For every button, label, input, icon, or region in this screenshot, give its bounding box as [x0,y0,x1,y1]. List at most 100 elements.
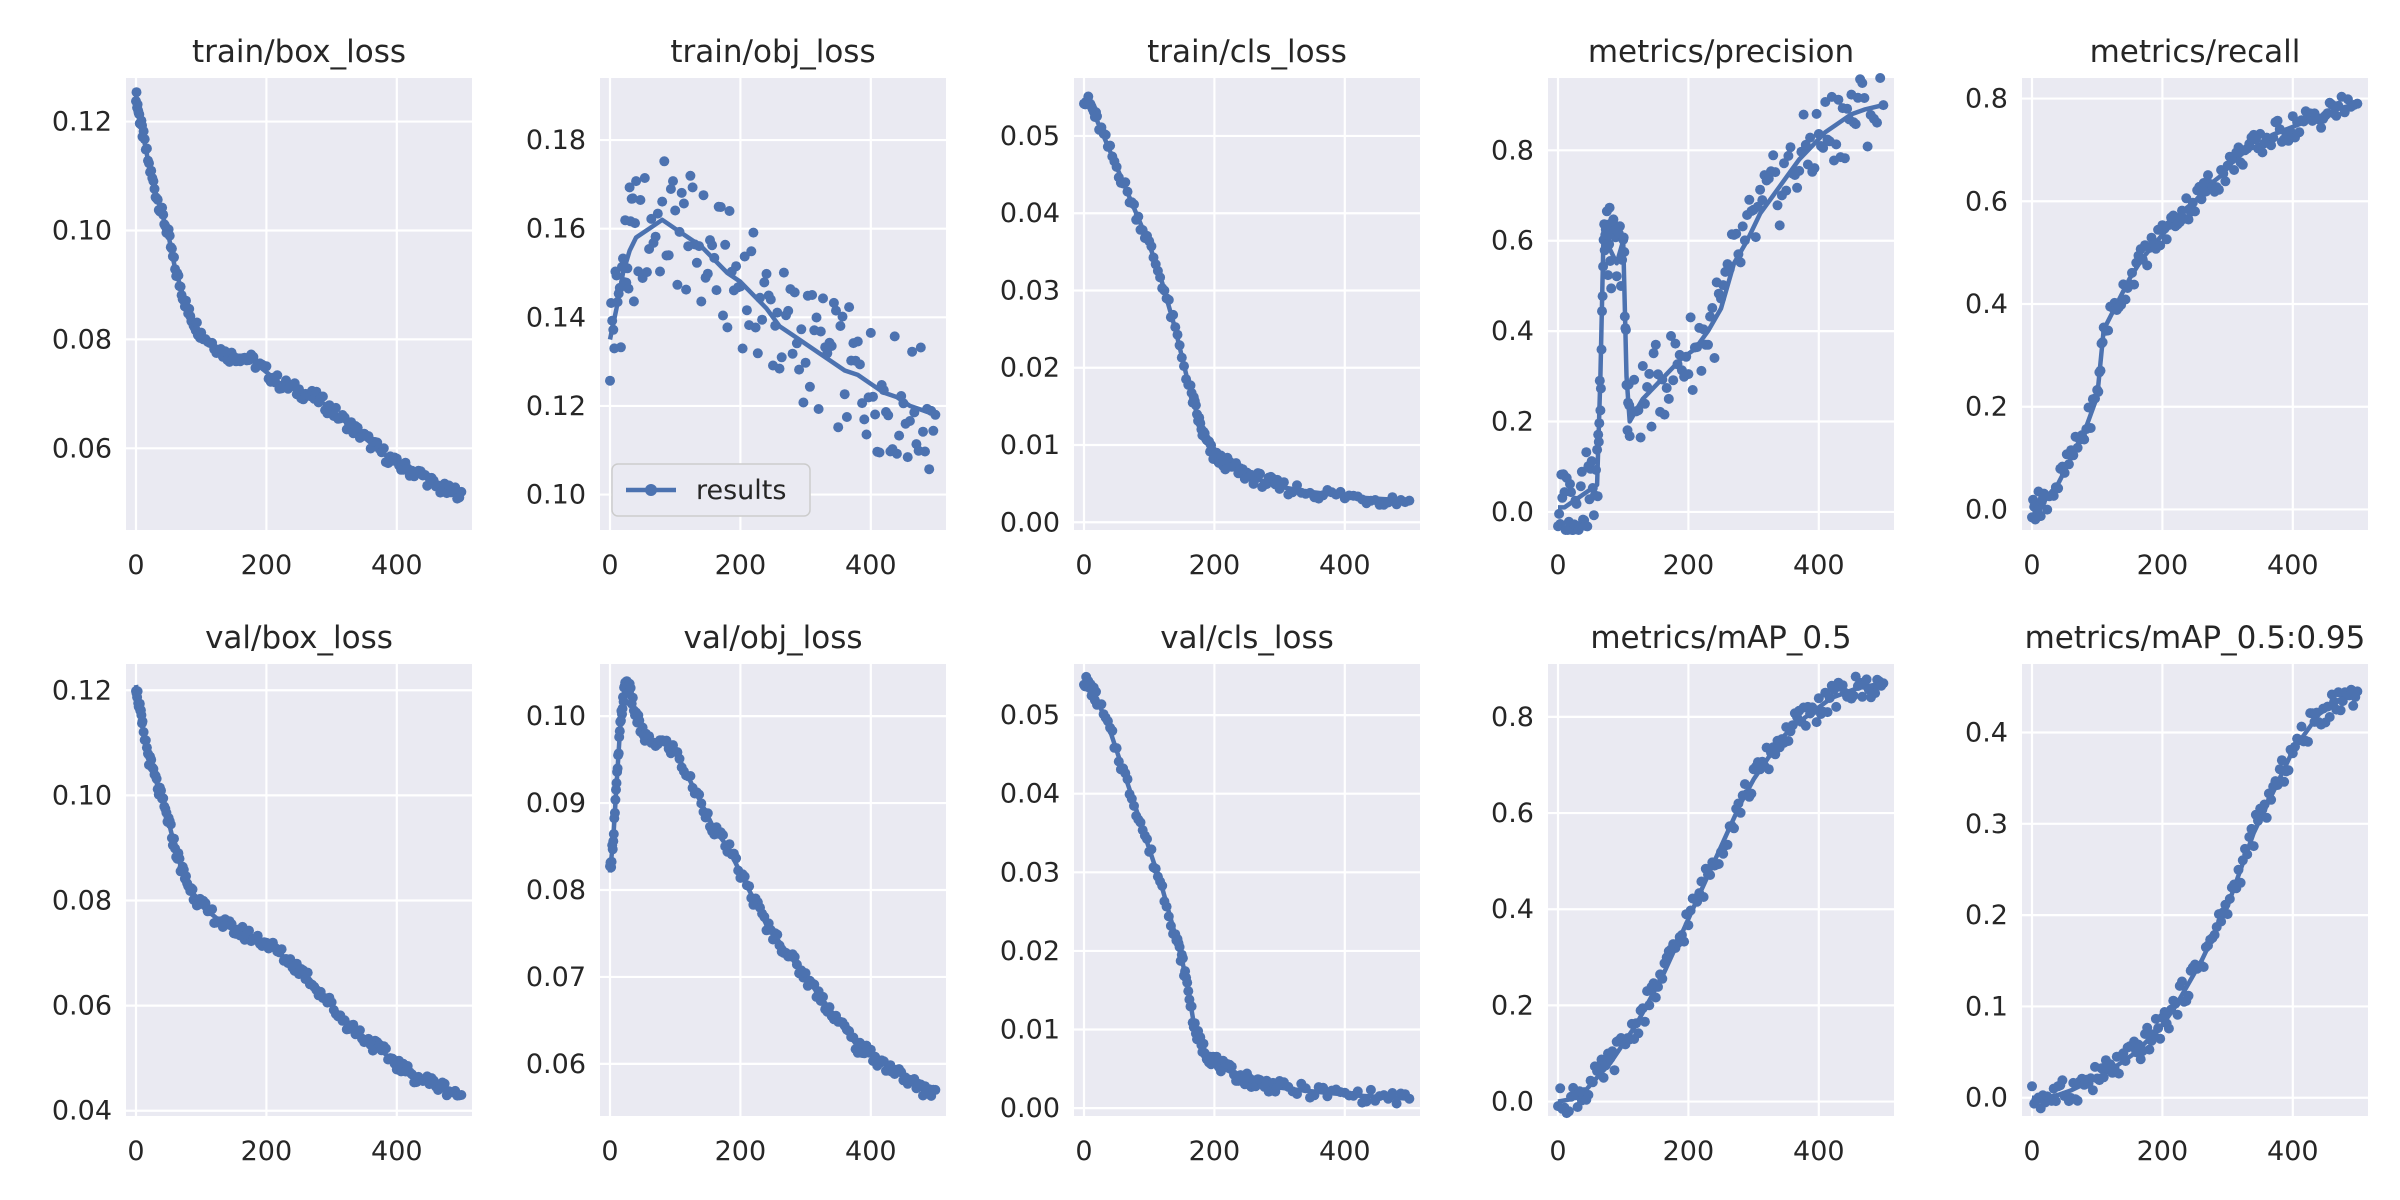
data-point [1809,163,1820,174]
subplot-9: 0.0 0.2 0.4 0.6 0.8 0 200 400 metrics/mAP_0.5 [1491,620,1894,1167]
data-point [824,1002,835,1013]
data-point [707,240,718,251]
data-point [1729,823,1739,834]
data-point [175,281,186,292]
data-point [1653,981,1663,992]
data-point [635,195,646,205]
x-tick-label: 200 [715,550,767,581]
data-point [1639,398,1650,409]
data-point [352,422,363,433]
data-point [1831,139,1842,150]
data-point [755,292,765,303]
data-point [1387,1088,1398,1098]
data-point [930,409,941,420]
data-point [1857,691,1868,702]
data-point [920,446,930,457]
data-point [739,871,750,882]
subplot-6: 0.04 0.06 0.08 0.10 0.12 0 200 400 val/box_loss [52,620,472,1167]
data-point [1292,1089,1302,1099]
data-point [1679,936,1690,947]
data-point [715,202,726,212]
data-point [1637,361,1648,371]
data-point [2127,267,2137,278]
data-point [354,1025,365,1036]
data-point [141,143,152,154]
data-point [1716,293,1726,304]
data-point [2168,210,2179,221]
data-point [2053,483,2064,494]
data-point [772,307,783,318]
data-point [152,194,163,205]
y-tick-label: 0.6 [1491,226,1534,257]
x-tick-label: 400 [845,1136,897,1167]
data-point [1696,876,1707,887]
data-point [1770,167,1781,178]
data-point [2248,841,2259,852]
data-point [676,187,687,198]
data-point [1278,477,1289,488]
data-point [1783,736,1794,746]
data-point [796,324,807,335]
data-point [857,398,868,409]
data-point [2172,1009,2183,1020]
data-point [702,268,713,279]
data-point [2279,776,2290,787]
data-point [2242,849,2253,860]
data-point [2079,434,2090,445]
data-point [611,270,622,281]
x-tick-label: 400 [2267,1136,2319,1167]
data-point [2063,459,2074,470]
data-point [1735,807,1746,818]
data-point [1189,1018,1200,1029]
data-point [891,448,902,459]
data-point [720,239,731,250]
data-point [2183,990,2194,1001]
subplot-title: val/box_loss [205,620,393,656]
data-point [2196,194,2207,205]
data-point [1848,690,1859,701]
x-tick-label: 0 [127,1136,144,1167]
data-point [367,1045,378,1056]
x-tick-label: 0 [1075,1136,1092,1167]
y-tick-label: 0.08 [526,875,586,906]
data-point [2198,962,2209,972]
data-point [815,326,826,337]
data-point [607,844,618,855]
x-tick-label: 0 [127,550,144,581]
data-point [1878,100,1889,111]
data-point [1629,374,1640,385]
data-point [1698,892,1709,902]
data-point [618,253,628,264]
data-point [1733,798,1744,809]
data-point [1146,241,1157,252]
data-point [1122,186,1133,197]
data-point [800,968,811,979]
y-tick-label: 0.8 [1491,702,1534,733]
data-point [2335,705,2346,716]
x-tick-label: 400 [2267,550,2319,581]
data-point [1133,211,1144,222]
data-point [835,321,846,331]
data-point [828,297,839,308]
data-point [2257,147,2268,158]
y-tick-label: 0.12 [52,675,112,706]
data-point [1163,294,1174,305]
x-tick-label: 400 [1793,1136,1845,1167]
data-point [898,398,909,409]
data-point [1631,1018,1642,1029]
data-point [1624,431,1635,442]
data-point [2098,1072,2109,1083]
y-tick-label: 0.08 [52,886,112,917]
data-point [831,305,841,316]
data-point [1586,456,1597,467]
data-point [841,412,852,422]
data-point [1608,214,1619,225]
data-point [2072,442,2083,453]
data-point [627,193,638,204]
data-point [1800,139,1811,150]
data-point [330,402,341,413]
data-point [2161,234,2172,245]
data-point [1595,405,1606,416]
data-point [1576,466,1587,477]
y-tick-label: 0.16 [526,214,586,245]
